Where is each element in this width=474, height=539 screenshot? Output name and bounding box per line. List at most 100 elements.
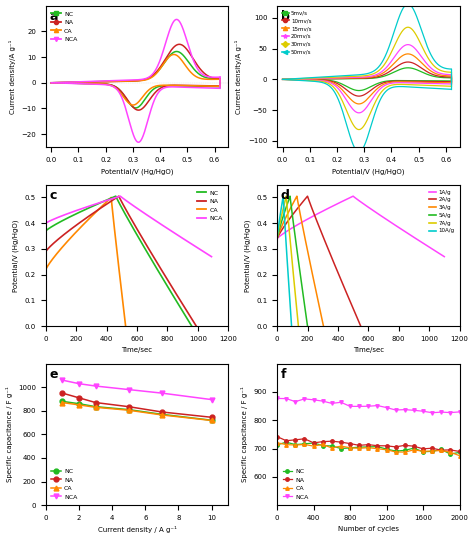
- Line: NC: NC: [275, 440, 461, 456]
- CA: [93, 404, 99, 411]
- NA: [311, 440, 317, 446]
- NCA: [329, 400, 335, 406]
- NC: [126, 406, 132, 413]
- Line: CA: CA: [60, 400, 214, 423]
- CA: [338, 443, 344, 450]
- CA: [126, 407, 132, 413]
- NCA: [402, 406, 408, 413]
- NCA: [420, 408, 426, 414]
- CA: [329, 445, 335, 451]
- CA: [374, 446, 380, 452]
- NC: [438, 446, 444, 453]
- NCA: [76, 381, 82, 387]
- X-axis label: Potential/V (Hg/HgO): Potential/V (Hg/HgO): [101, 168, 173, 175]
- CA: [447, 449, 453, 455]
- CA: [456, 452, 462, 459]
- NCA: [311, 397, 317, 403]
- NC: [283, 439, 289, 445]
- NA: [393, 444, 399, 450]
- NCA: [93, 383, 99, 389]
- NC: [159, 411, 165, 418]
- NC: [365, 444, 371, 450]
- X-axis label: Current density / A g⁻¹: Current density / A g⁻¹: [98, 527, 176, 534]
- NCA: [126, 386, 132, 393]
- NC: [347, 445, 353, 451]
- Text: f: f: [281, 368, 286, 381]
- NC: [60, 398, 65, 405]
- NCA: [384, 404, 390, 411]
- Text: d: d: [281, 189, 290, 202]
- NA: [374, 443, 380, 449]
- NA: [60, 390, 65, 396]
- Text: a: a: [49, 10, 58, 23]
- NC: [292, 441, 298, 448]
- Legend: NC, NA, CA, NCA: NC, NA, CA, NCA: [49, 466, 80, 502]
- Text: b: b: [281, 10, 290, 23]
- NC: [393, 448, 399, 454]
- Y-axis label: Current density/A g⁻¹: Current density/A g⁻¹: [9, 39, 16, 114]
- NC: [93, 404, 99, 410]
- CA: [283, 441, 289, 448]
- NC: [209, 417, 214, 424]
- Line: NC: NC: [60, 399, 214, 423]
- Line: NCA: NCA: [60, 378, 214, 402]
- NA: [301, 436, 307, 442]
- NA: [209, 414, 214, 420]
- Legend: NC, NA, CA, NCA: NC, NA, CA, NCA: [194, 188, 225, 224]
- NC: [447, 451, 453, 457]
- CA: [347, 445, 353, 451]
- NC: [311, 440, 317, 446]
- CA: [311, 443, 317, 450]
- Y-axis label: Specific capacitance / F g⁻¹: Specific capacitance / F g⁻¹: [241, 386, 248, 482]
- NCA: [338, 399, 344, 405]
- NCA: [283, 396, 289, 402]
- NA: [292, 437, 298, 443]
- NA: [456, 448, 462, 455]
- Text: c: c: [49, 189, 57, 202]
- CA: [274, 439, 280, 446]
- NA: [93, 399, 99, 406]
- NCA: [393, 407, 399, 413]
- CA: [365, 445, 371, 451]
- NA: [438, 447, 444, 453]
- NC: [338, 445, 344, 452]
- NCA: [60, 377, 65, 383]
- NCA: [159, 390, 165, 396]
- CA: [76, 402, 82, 408]
- Legend: 1A/g, 2A/g, 3A/g, 5A/g, 7A/g, 10A/g: 1A/g, 2A/g, 3A/g, 5A/g, 7A/g, 10A/g: [427, 188, 457, 236]
- NA: [329, 438, 335, 445]
- NA: [402, 442, 408, 448]
- NA: [338, 439, 344, 445]
- NA: [429, 445, 435, 452]
- NCA: [292, 398, 298, 405]
- NCA: [347, 403, 353, 410]
- NA: [159, 409, 165, 415]
- Y-axis label: Potential/V (Hg/HgO): Potential/V (Hg/HgO): [244, 219, 251, 292]
- NA: [384, 443, 390, 449]
- CA: [292, 442, 298, 448]
- NCA: [429, 410, 435, 416]
- X-axis label: Time/sec: Time/sec: [353, 348, 384, 354]
- NA: [356, 442, 362, 448]
- CA: [60, 399, 65, 406]
- NCA: [301, 396, 307, 402]
- NC: [411, 445, 417, 451]
- NCA: [374, 402, 380, 409]
- Line: CA: CA: [275, 441, 461, 458]
- NA: [347, 440, 353, 447]
- CA: [301, 441, 307, 448]
- CA: [356, 445, 362, 452]
- NC: [402, 447, 408, 454]
- NA: [420, 446, 426, 452]
- CA: [384, 446, 390, 453]
- NC: [374, 444, 380, 450]
- CA: [320, 441, 326, 448]
- CA: [159, 412, 165, 418]
- Y-axis label: Potential/V (Hg/HgO): Potential/V (Hg/HgO): [13, 219, 19, 292]
- NC: [320, 443, 326, 449]
- NC: [301, 440, 307, 447]
- NA: [411, 443, 417, 450]
- Y-axis label: Current density/A g⁻¹: Current density/A g⁻¹: [236, 39, 243, 114]
- CA: [393, 448, 399, 455]
- X-axis label: Time/sec: Time/sec: [121, 348, 153, 354]
